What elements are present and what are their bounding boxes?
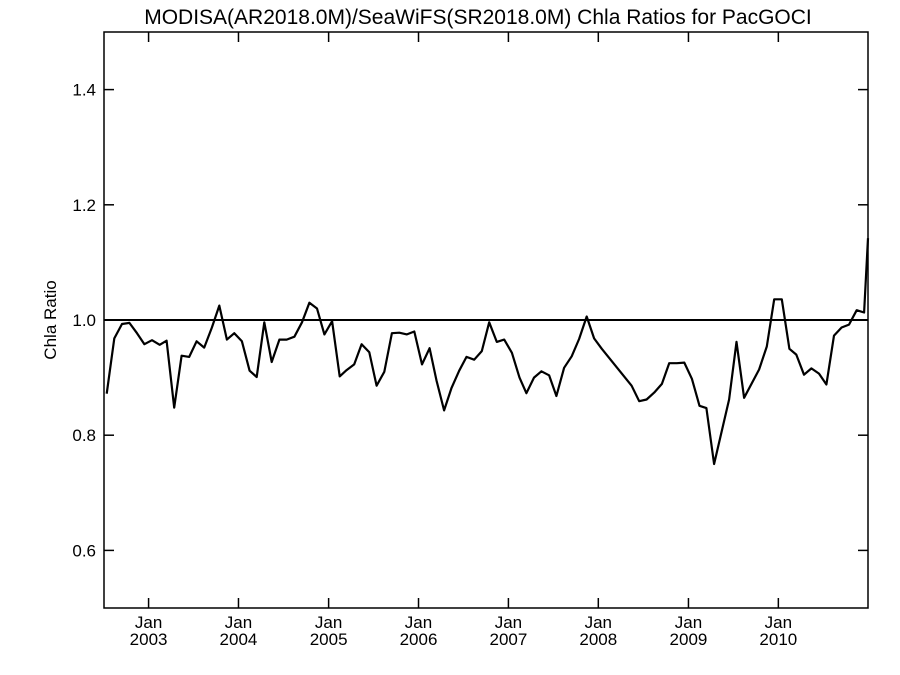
y-axis-label: Chla Ratio [41, 280, 60, 359]
x-tick-year: 2004 [220, 630, 258, 649]
x-tick-month: Jan [405, 613, 432, 632]
x-tick-year: 2009 [670, 630, 708, 649]
y-tick-label: 0.8 [72, 426, 96, 445]
x-tick-month: Jan [585, 613, 612, 632]
x-axis: Jan2003Jan2004Jan2005Jan2006Jan2007Jan20… [130, 32, 797, 649]
x-tick-month: Jan [225, 613, 252, 632]
x-tick-year: 2005 [310, 630, 348, 649]
y-tick-label: 1.4 [72, 81, 96, 100]
y-tick-label: 0.6 [72, 541, 96, 560]
y-tick-label: 1.2 [72, 196, 96, 215]
x-tick-year: 2010 [759, 630, 797, 649]
x-tick-year: 2007 [489, 630, 527, 649]
x-tick-month: Jan [315, 613, 342, 632]
y-tick-label: 1.0 [72, 311, 96, 330]
x-tick-year: 2008 [579, 630, 617, 649]
y-axis: 0.6 0.8 1.0 1.2 1.4 [72, 81, 868, 560]
x-tick-year: 2006 [400, 630, 438, 649]
x-tick-month: Jan [675, 613, 702, 632]
series-line [105, 238, 870, 466]
x-tick-month: Jan [135, 613, 162, 632]
x-tick-month: Jan [765, 613, 792, 632]
plot-frame [103, 31, 869, 609]
x-tick-month: Jan [495, 613, 522, 632]
x-tick-year: 2003 [130, 630, 168, 649]
chart-title: MODISA(AR2018.0M)/SeaWiFS(SR2018.0M) Chl… [144, 6, 812, 29]
